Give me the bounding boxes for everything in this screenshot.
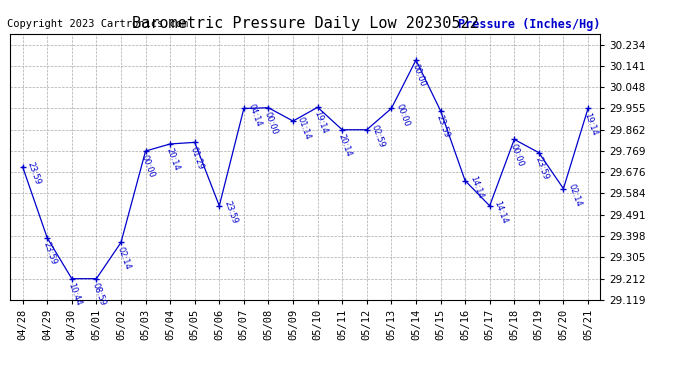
Text: 01:14: 01:14 (296, 115, 313, 141)
Text: 04:14: 04:14 (246, 103, 263, 128)
Text: 23:59: 23:59 (26, 161, 42, 186)
Text: 14:14: 14:14 (468, 175, 484, 200)
Text: 00:00: 00:00 (263, 111, 279, 136)
Text: 23:59: 23:59 (41, 241, 58, 266)
Text: 14:14: 14:14 (493, 200, 509, 225)
Text: 19:14: 19:14 (312, 110, 328, 135)
Text: 23:59: 23:59 (435, 114, 451, 139)
Text: 02:14: 02:14 (115, 245, 132, 271)
Text: 00:00: 00:00 (140, 154, 157, 179)
Text: 00:00: 00:00 (509, 142, 525, 168)
Text: 02:14: 02:14 (566, 183, 583, 208)
Text: 01:29: 01:29 (189, 145, 206, 171)
Text: 02:59: 02:59 (370, 124, 386, 149)
Text: Copyright 2023 Cartronics.com: Copyright 2023 Cartronics.com (7, 19, 188, 29)
Text: 00:00: 00:00 (394, 103, 411, 128)
Text: 19:14: 19:14 (582, 111, 599, 136)
Text: 23:59: 23:59 (533, 156, 550, 181)
Text: 08:59: 08:59 (90, 282, 108, 307)
Text: 23:59: 23:59 (222, 200, 239, 225)
Title: Barometric Pressure Daily Low 20230522: Barometric Pressure Daily Low 20230522 (132, 16, 479, 31)
Text: 10:44: 10:44 (66, 282, 83, 307)
Text: 20:14: 20:14 (337, 132, 353, 158)
Text: Pressure (Inches/Hg): Pressure (Inches/Hg) (457, 18, 600, 31)
Text: 00:00: 00:00 (411, 63, 427, 88)
Text: 20:14: 20:14 (164, 147, 181, 172)
